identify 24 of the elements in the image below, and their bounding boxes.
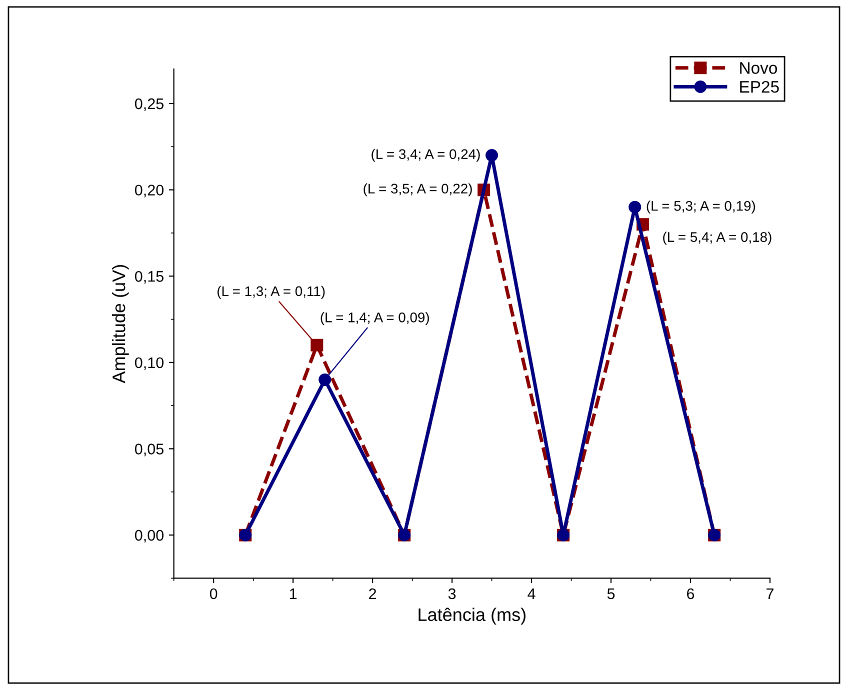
- y-tick-label: 0,15: [134, 271, 164, 284]
- annotation: (L = 5,3; A = 0,19): [646, 200, 756, 214]
- x-tick-label: 1: [290, 588, 297, 600]
- y-tick-label: 0,00: [134, 530, 164, 543]
- annotation: (L = 5,4; A = 0,18): [663, 232, 772, 245]
- y-tick-label: 0,25: [134, 98, 164, 112]
- x-tick-label: 2: [369, 588, 376, 600]
- annotation: (L = 1,4; A = 0,09): [320, 312, 429, 326]
- legend-label: EP25: [740, 80, 779, 93]
- y-tick-label: 0,10: [134, 357, 164, 370]
- x-tick-label: 5: [607, 588, 615, 600]
- x-tick-label: 6: [687, 588, 694, 600]
- y-axis-title: Amplitude (uV): [112, 265, 129, 384]
- y-tick-label: 0,20: [134, 184, 164, 198]
- annotation: (L = 3,4; A = 0,24): [372, 148, 480, 162]
- annotation: (L = 3,5; A = 0,22): [364, 183, 472, 196]
- x-tick-label: 4: [528, 588, 536, 600]
- annotation: (L = 1,3; A = 0,11): [218, 286, 325, 299]
- x-tick-label: 7: [766, 588, 774, 600]
- x-tick-label: 3: [448, 588, 456, 600]
- y-tick-label: 0,05: [134, 444, 164, 456]
- legend-label: Novo: [740, 62, 777, 74]
- x-tick-label: 0: [210, 588, 218, 600]
- x-axis-title: Latência (ms): [418, 608, 526, 625]
